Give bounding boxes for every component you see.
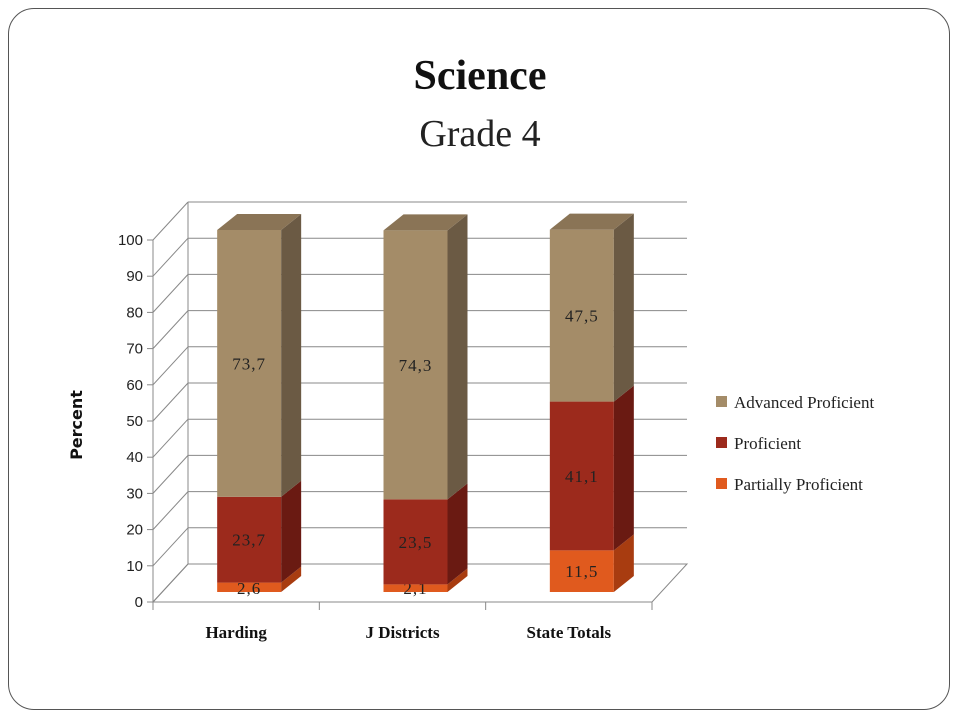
legend-label: Proficient [734,434,801,453]
bar-side [281,214,302,497]
y-axis-ticks: 0 10 20 30 40 50 60 70 80 90 100 [118,232,143,611]
grid-side-line [152,527,189,567]
x-axis-categories: Harding J Districts State Totals [205,623,611,642]
y-tick-label: 30 [126,485,143,502]
legend-swatch [716,396,727,407]
bar-side [281,480,302,583]
bar-front [549,550,614,592]
x-category-label: State Totals [527,623,612,642]
bar-segment: 11,5 [549,534,634,592]
bar-segment: 23,5 [383,483,468,585]
grid-side-line [152,491,189,530]
data-label: 47,5 [565,307,599,326]
legend-label: Advanced Proficient [734,393,874,412]
legend-item: Partially Proficient [716,475,863,494]
bar-front [217,230,282,497]
grid-side-line [152,274,189,313]
legend-item: Advanced Proficient [716,393,874,412]
bar-side [447,214,468,500]
bar-segment: 73,7 [217,214,302,497]
bar-front [549,229,614,402]
y-tick-label: 0 [135,594,143,611]
bar-front [383,230,448,500]
bar-side [613,534,634,592]
grid-side-line [152,237,189,277]
bar-side [281,566,302,592]
bar-segment: 47,5 [549,213,634,402]
bar-segment: 74,3 [383,214,468,500]
bar-segment: 2,6 [217,566,302,598]
bar-side [613,385,634,551]
data-label: 73,7 [232,354,266,373]
data-label: 2,6 [237,579,261,598]
y-tick-label: 80 [126,304,143,321]
slide-subtitle: Grade 4 [419,113,541,155]
y-axis-label: Percent [67,390,86,460]
grid-side-line [152,455,189,494]
y-tick-label: 50 [126,413,143,430]
bar-front [217,582,282,592]
bar-side [447,483,468,585]
legend-swatch [716,437,727,448]
data-label: 23,5 [399,533,433,552]
data-label: 74,3 [399,356,433,375]
y-tick-label: 70 [126,341,143,358]
x-category-label: J Districts [365,623,440,642]
grid-side-line [152,418,189,458]
y-tick-label: 100 [118,232,143,249]
bar-side [613,213,634,402]
grid-side-line [152,382,189,422]
bar-front [383,584,448,592]
bar-top [383,214,468,231]
legend-swatch [716,478,727,489]
slide-frame [8,8,950,710]
data-label: 11,5 [565,562,598,581]
y-tick-label: 90 [126,268,143,285]
bar-top [549,213,634,230]
legend-label: Partially Proficient [734,475,863,494]
bar-front [549,401,614,551]
bar-top [217,214,302,230]
y-tick-label: 60 [126,377,143,394]
grid-side-line [152,310,189,349]
bar-segment: 41,1 [549,385,634,551]
x-category-label: Harding [205,623,267,642]
data-label: 23,7 [232,531,266,550]
grid-side-line [152,346,189,386]
y-tick-label: 20 [126,522,143,539]
bar-segment: 23,7 [217,480,302,583]
grid-side-line [152,201,189,241]
bar-front [217,496,282,583]
chart-legend: Advanced Proficient Proficient Partially P… [716,393,874,494]
legend-item: Proficient [716,434,801,453]
chart-bars: 2,623,773,72,123,574,311,541,147,5 [217,213,634,598]
y-tick-label: 40 [126,449,143,466]
bar-side [447,568,468,592]
y-tick-label: 10 [126,558,143,575]
bar-front [383,499,448,585]
slide-title: Science [413,53,547,99]
data-label: 41,1 [565,467,599,486]
